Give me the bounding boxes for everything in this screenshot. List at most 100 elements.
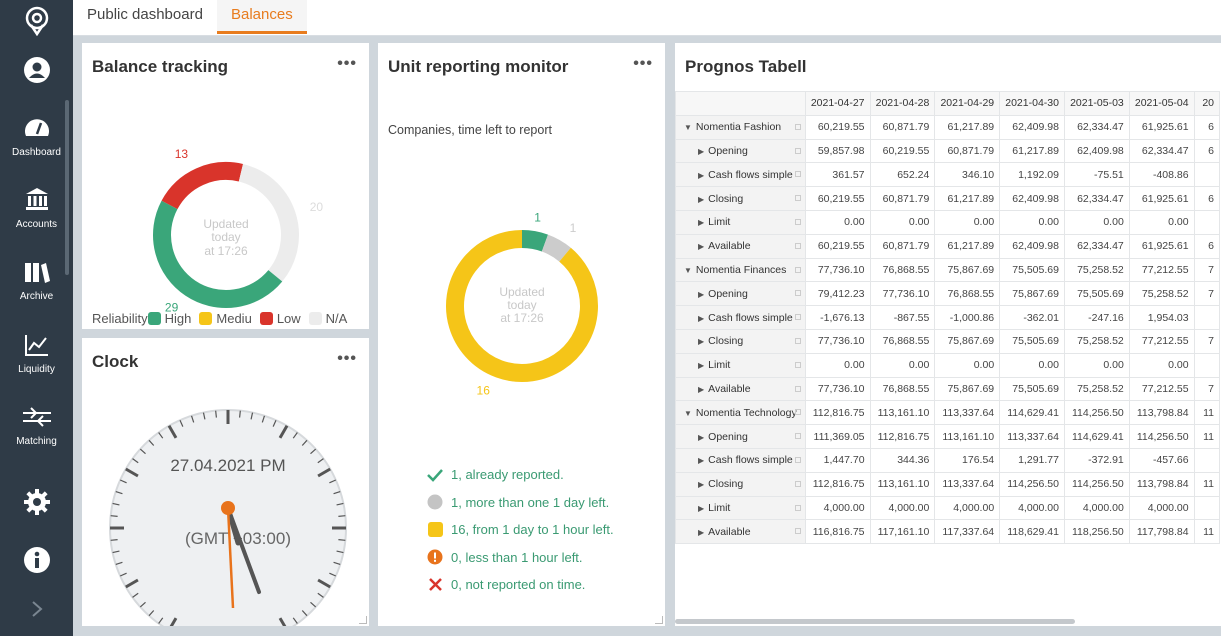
more-options-icon[interactable]: ••• xyxy=(337,350,357,367)
column-header[interactable]: 20 xyxy=(1193,91,1220,116)
caret-right-icon[interactable]: ▶ xyxy=(698,384,705,394)
table-cell: 361.57 xyxy=(804,162,871,188)
column-header[interactable]: 2021-05-03 xyxy=(1063,91,1130,116)
table-row: ▶ Cash flows simple -1,676.13 -867.55 -1,000… xyxy=(675,305,1220,330)
row-label-cell[interactable]: ▶ Available xyxy=(675,233,806,259)
caret-right-icon[interactable]: ▶ xyxy=(698,146,705,156)
sidebar-item-profile[interactable] xyxy=(0,56,73,89)
row-label-cell[interactable]: ▶ Cash flows simple xyxy=(675,162,806,188)
column-header[interactable]: 2021-04-28 xyxy=(869,91,936,116)
caret-down-icon[interactable]: ▼ xyxy=(684,265,692,275)
caret-right-icon[interactable]: ▶ xyxy=(698,361,705,371)
row-label-cell[interactable]: ▶ Opening xyxy=(675,138,806,164)
row-label-cell[interactable]: ▶ Closing xyxy=(675,471,806,497)
sidebar-item-settings[interactable] xyxy=(0,488,73,521)
caret-right-icon[interactable]: ▶ xyxy=(698,432,705,442)
grey-circle-icon xyxy=(424,494,446,510)
row-label-cell[interactable]: ▶ Cash flows simple xyxy=(675,447,806,473)
caret-right-icon[interactable]: ▶ xyxy=(698,242,705,252)
row-label-cell[interactable]: ▼ Nomentia Technology xyxy=(675,400,806,426)
sidebar-item-logo[interactable] xyxy=(0,6,73,41)
legend-item-na[interactable]: N/A xyxy=(308,311,348,326)
clock-tick xyxy=(329,479,337,484)
legend-item-high[interactable]: High xyxy=(147,311,191,326)
resize-handle[interactable] xyxy=(359,616,367,624)
row-label-cell[interactable]: ▶ Limit xyxy=(675,209,806,235)
row-label-cell[interactable]: ▶ Available xyxy=(675,376,806,402)
table-cell: 114,629.41 xyxy=(1063,424,1130,449)
caret-right-icon[interactable]: ▶ xyxy=(698,218,705,228)
donut-center-line: today xyxy=(507,298,536,312)
more-options-icon[interactable]: ••• xyxy=(633,55,653,72)
table-cell: -408.86 xyxy=(1128,162,1195,188)
row-marker-icon xyxy=(794,456,801,463)
table-row: ▶ Limit 0.00 0.00 0.00 0.00 0.00 0.00 xyxy=(675,209,1220,235)
table-corner-cell xyxy=(675,91,806,116)
caret-right-icon[interactable]: ▶ xyxy=(698,456,705,466)
caret-right-icon[interactable]: ▶ xyxy=(698,337,705,347)
caret-right-icon[interactable]: ▶ xyxy=(698,170,705,180)
caret-down-icon[interactable]: ▼ xyxy=(684,123,692,133)
column-header[interactable]: 2021-04-30 xyxy=(999,91,1065,116)
resize-handle[interactable] xyxy=(655,616,663,624)
donut-center-line: Updated xyxy=(203,217,248,231)
row-label: Available xyxy=(708,240,751,253)
caret-right-icon[interactable]: ▶ xyxy=(698,480,705,490)
table-horizontal-scrollbar[interactable] xyxy=(675,619,1075,624)
caret-right-icon[interactable]: ▶ xyxy=(698,194,705,204)
sidebar-item-liquidity[interactable]: Liquidity xyxy=(0,333,73,375)
column-header[interactable]: 2021-04-29 xyxy=(934,91,1001,116)
tab-balances[interactable]: Balances xyxy=(217,0,307,34)
row-label-cell[interactable]: ▶ Opening xyxy=(675,281,806,307)
row-label-cell[interactable]: ▶ Limit xyxy=(675,352,806,378)
table-cell: 77,736.10 xyxy=(804,376,871,402)
clock-tick xyxy=(310,601,317,608)
table-row: ▶ Limit 4,000.00 4,000.00 4,000.00 4,000.00 4,… xyxy=(675,495,1220,521)
legend-label: N/A xyxy=(325,311,348,326)
sidebar-scrollbar[interactable] xyxy=(65,100,69,275)
caret-down-icon[interactable]: ▼ xyxy=(684,408,692,418)
row-label-cell[interactable]: ▼ Nomentia Fashion xyxy=(675,114,806,140)
info-icon xyxy=(23,547,50,573)
reporting-slice[interactable] xyxy=(521,230,548,252)
sidebar-item-dashboard[interactable]: Dashboard xyxy=(0,114,73,158)
row-label-cell[interactable]: ▶ Cash flows simple xyxy=(675,305,806,330)
row-label-cell[interactable]: ▶ Closing xyxy=(675,186,806,211)
reporting-slice[interactable] xyxy=(541,234,571,262)
row-label-cell[interactable]: ▼ Nomentia Finances xyxy=(675,257,806,283)
table-cell: 60,871.79 xyxy=(934,138,1001,164)
column-header[interactable]: 2021-05-04 xyxy=(1128,91,1195,116)
row-label: Closing xyxy=(708,335,744,348)
caret-right-icon[interactable]: ▶ xyxy=(698,313,705,323)
table-cell: 11 xyxy=(1193,424,1220,449)
sidebar-item-archive[interactable]: Archive xyxy=(0,260,73,302)
reporting-slice[interactable] xyxy=(446,230,598,382)
table-cell: 62,409.98 xyxy=(1063,138,1130,164)
row-marker-icon xyxy=(794,314,801,321)
sidebar-item-matching[interactable]: Matching xyxy=(0,405,73,447)
sidebar-expand[interactable] xyxy=(0,600,73,623)
balance-slice[interactable] xyxy=(238,164,299,282)
table-cell: 6 xyxy=(1193,186,1220,211)
legend-item-low[interactable]: Low xyxy=(259,311,301,326)
row-label-cell[interactable]: ▶ Closing xyxy=(675,328,806,354)
sidebar-item-info[interactable] xyxy=(0,546,73,579)
column-header[interactable]: 2021-04-27 xyxy=(804,91,871,116)
table-cell: 114,256.50 xyxy=(1063,471,1130,497)
balance-slice[interactable] xyxy=(161,162,244,210)
caret-right-icon[interactable]: ▶ xyxy=(698,503,705,513)
sidebar-item-accounts[interactable]: Accounts xyxy=(0,186,73,230)
table-cell: 11 xyxy=(1193,519,1220,545)
table-row: ▶ Limit 0.00 0.00 0.00 0.00 0.00 0.00 xyxy=(675,352,1220,378)
more-options-icon[interactable]: ••• xyxy=(337,55,357,72)
status-item: 1, more than one 1 day left. xyxy=(424,489,614,517)
clock-tick xyxy=(310,448,317,455)
row-label-cell[interactable]: ▶ Limit xyxy=(675,495,806,521)
row-label-cell[interactable]: ▶ Opening xyxy=(675,424,806,449)
caret-right-icon[interactable]: ▶ xyxy=(698,527,705,537)
caret-right-icon[interactable]: ▶ xyxy=(698,289,705,299)
tab-public-dashboard[interactable]: Public dashboard xyxy=(87,6,203,23)
row-label-cell[interactable]: ▶ Available xyxy=(675,519,806,545)
legend-item-medium[interactable]: Mediu xyxy=(199,311,252,326)
balance-slice[interactable] xyxy=(153,200,283,308)
